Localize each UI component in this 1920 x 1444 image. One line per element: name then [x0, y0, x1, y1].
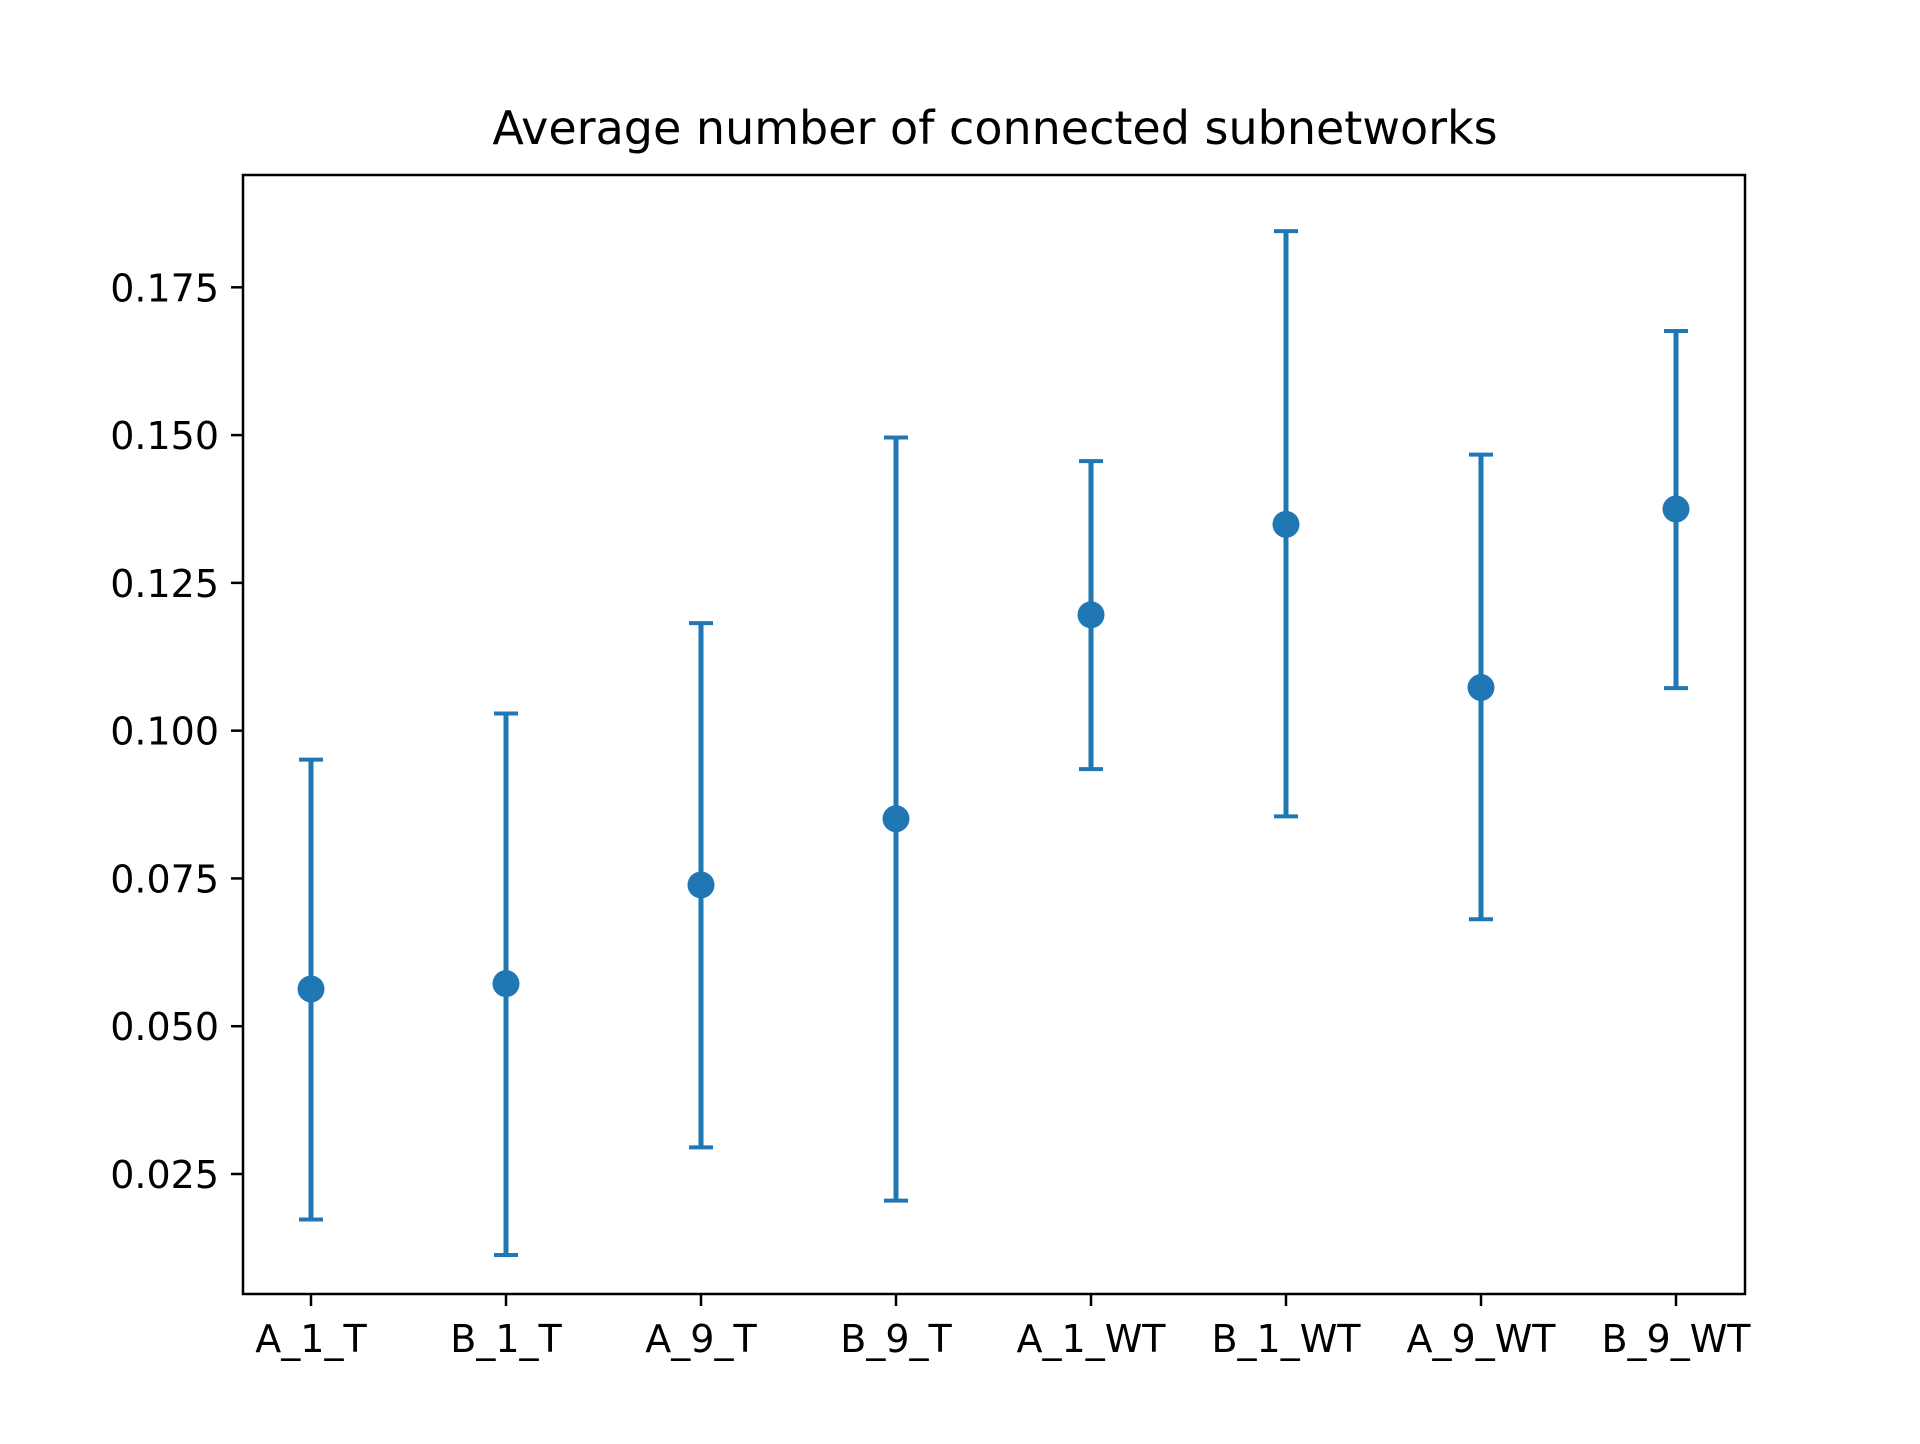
x-tick-label: A_9_WT	[1407, 1317, 1557, 1361]
y-tick-label: 0.125	[110, 562, 219, 606]
y-tick-label: 0.175	[110, 266, 219, 310]
data-point-A_1_WT	[1077, 601, 1105, 629]
x-tick-label: B_1_WT	[1211, 1317, 1361, 1361]
axes-frame	[241, 173, 1747, 1296]
data-point-B_1_T	[492, 970, 520, 998]
y-tick-label: 0.150	[110, 414, 219, 458]
data-point-B_9_WT	[1662, 495, 1690, 523]
data-point-A_9_T	[687, 871, 715, 899]
plot-marks	[297, 229, 1690, 1257]
data-point-B_1_WT	[1272, 510, 1300, 538]
y-tick-label: 0.025	[110, 1153, 219, 1197]
x-tick-label: B_9_T	[840, 1317, 952, 1361]
x-tick-label: A_9_T	[645, 1317, 757, 1361]
x-axis: A_1_T B_1_T A_9_T B_9_T A_1_WT B_1_WT A_9_WT B_…	[255, 1294, 1751, 1361]
data-point-A_9_WT	[1467, 674, 1495, 702]
data-point-A_1_T	[297, 975, 325, 1003]
x-tick-label: B_9_WT	[1601, 1317, 1751, 1361]
y-tick-label: 0.100	[110, 710, 219, 754]
y-tick-label: 0.050	[110, 1005, 219, 1049]
data-point-B_9_T	[882, 805, 910, 833]
y-tick-label: 0.075	[110, 857, 219, 901]
x-tick-label: B_1_T	[450, 1317, 562, 1361]
x-tick-label: A_1_T	[255, 1317, 367, 1361]
x-tick-label: A_1_WT	[1017, 1317, 1167, 1361]
chart-title: Average number of connected subnetworks	[492, 101, 1497, 155]
y-axis: 0.025 0.050 0.075 0.100 0.125 0.150 0.175	[110, 266, 243, 1197]
